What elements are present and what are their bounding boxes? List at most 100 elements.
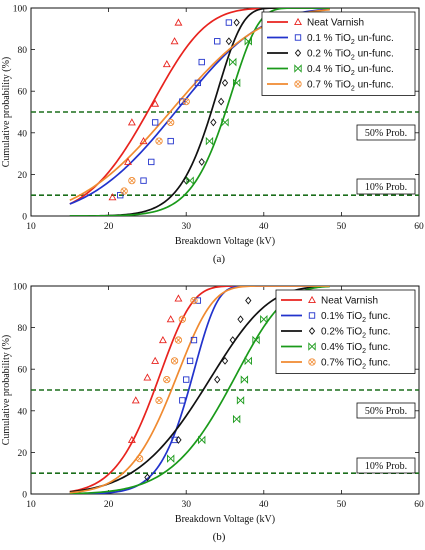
y-tick-label: 40	[18, 129, 28, 139]
data-point	[194, 79, 202, 87]
data-point	[190, 336, 198, 344]
data-point	[190, 296, 198, 305]
data-point	[179, 397, 186, 404]
series-line	[69, 8, 330, 216]
data-point	[178, 315, 186, 323]
data-point	[179, 98, 186, 105]
data-point	[183, 176, 190, 185]
data-point	[237, 315, 244, 324]
data-point	[175, 435, 182, 444]
annotation-box	[356, 124, 416, 141]
x-tick-label: 30	[181, 222, 191, 232]
y-axis-label: Cumulative probability (%)	[1, 335, 12, 446]
y-tick-label: 80	[18, 324, 28, 334]
chart-panel: 10 20 30 40 50 60 0 20 40 60 80 100 Breakdown Voltag…	[1, 283, 424, 544]
series-line	[69, 286, 330, 493]
y-tick-label: 20	[18, 449, 28, 459]
data-point	[148, 158, 155, 166]
data-point	[174, 336, 183, 344]
legend-label: 0.2 % TiO2 un-func.	[307, 49, 394, 62]
data-point	[221, 356, 229, 365]
data-point	[158, 335, 167, 344]
data-point	[236, 396, 245, 405]
data-point	[229, 336, 236, 345]
legend-label: 0.1 % TiO2 un-func.	[307, 33, 394, 46]
legend-marker	[308, 312, 316, 319]
data-point	[174, 18, 183, 26]
data-point	[167, 118, 175, 127]
x-axis-label: Breakdown Voltage (kV)	[175, 236, 275, 247]
data-point	[117, 192, 124, 199]
x-tick-label: 20	[104, 222, 114, 232]
series-line	[69, 286, 330, 494]
data-point	[120, 187, 128, 195]
y-tick-label: 60	[18, 366, 28, 376]
annotation-box	[356, 402, 416, 419]
data-point	[214, 375, 221, 384]
data-point	[155, 137, 163, 145]
data-point	[232, 78, 241, 88]
data-point	[245, 296, 252, 305]
legend-label: 0.7% TiO2 func.	[321, 358, 391, 371]
data-point	[127, 435, 136, 443]
data-point	[166, 315, 175, 323]
data-point	[232, 414, 241, 424]
series-line	[69, 286, 330, 494]
legend-label: 0.4% TiO2 func.	[321, 342, 391, 355]
data-point	[210, 118, 217, 127]
data-point	[155, 396, 163, 405]
legend-marker	[308, 342, 316, 351]
data-point	[144, 473, 151, 482]
data-point	[244, 36, 252, 46]
x-tick-label: 30	[181, 500, 191, 510]
legend-marker	[308, 327, 316, 335]
legend-marker	[294, 17, 302, 26]
data-point	[171, 436, 178, 444]
data-point	[233, 18, 240, 27]
data-point	[108, 193, 117, 201]
data-point	[151, 356, 160, 364]
data-point	[140, 177, 147, 184]
data-point	[260, 314, 268, 324]
legend: Neat Varnish 0.1% TiO2 func. 0.2% TiO2 fun…	[275, 289, 416, 374]
x-tick-label: 40	[259, 500, 269, 510]
data-point	[229, 57, 237, 67]
data-point	[127, 118, 136, 126]
panel-label: (a)	[213, 253, 226, 265]
data-point	[214, 38, 221, 45]
data-point	[162, 60, 171, 68]
data-point	[244, 356, 252, 366]
data-point	[198, 157, 205, 166]
data-point	[170, 357, 179, 365]
x-axis-label: Breakdown Voltage (kV)	[175, 514, 275, 525]
chart-panel: 10 20 30 40 50 60 0 20 40 60 80 100 Breakdown Voltag…	[1, 5, 424, 266]
legend-label: Neat Varnish	[307, 18, 364, 29]
legend-label: 0.7 % TiO2 un-func.	[307, 80, 394, 93]
data-point	[186, 357, 194, 365]
data-point	[143, 373, 152, 381]
y-axis-label: Cumulative probability (%)	[1, 57, 12, 168]
y-tick-label: 0	[22, 491, 27, 501]
x-tick-label: 60	[414, 222, 424, 232]
data-point	[221, 118, 229, 127]
panel-label: (b)	[213, 531, 226, 543]
data-point	[225, 37, 233, 46]
legend-label: 0.4 % TiO2 un-func.	[307, 64, 394, 77]
legend-marker	[294, 64, 302, 73]
data-point	[186, 176, 194, 185]
x-tick-label: 10	[26, 500, 36, 510]
data-point	[167, 454, 175, 463]
y-tick-label: 100	[13, 5, 28, 15]
data-point	[225, 19, 233, 26]
legend-marker	[308, 295, 316, 304]
annotation-label: 10% Prob.	[365, 182, 407, 193]
y-tick-label: 100	[13, 283, 28, 293]
annotation-label: 10% Prob.	[365, 461, 407, 472]
annotation-box	[356, 457, 416, 474]
legend-label: 0.1% TiO2 func.	[321, 311, 391, 324]
legend-marker	[294, 49, 302, 57]
data-point	[183, 376, 190, 383]
data-point	[151, 119, 159, 126]
x-tick-label: 40	[259, 222, 269, 232]
data-point	[124, 157, 132, 165]
